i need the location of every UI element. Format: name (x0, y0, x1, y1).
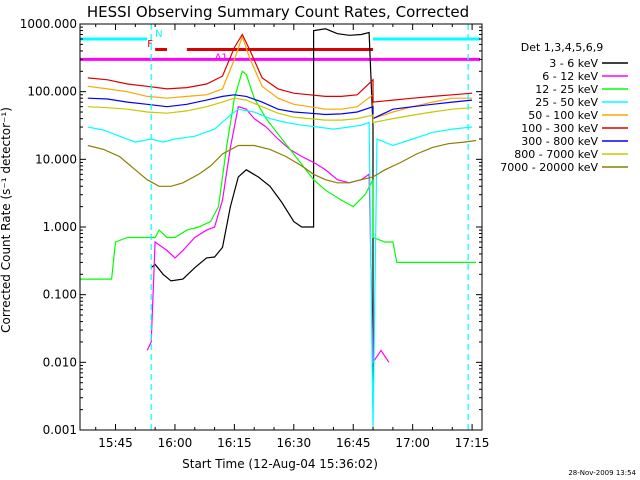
x-tick-label: 16:45 (336, 436, 371, 450)
legend-entry-label: 100 - 300 keV (521, 122, 598, 135)
y-tick-label: 10.000 (35, 152, 77, 166)
y-tick-label: 100.000 (27, 85, 77, 99)
footer-timestamp: 28-Nov-2009 13:54 (568, 469, 636, 477)
legend-entry-label: 3 - 6 keV (549, 57, 598, 70)
series-line-2 (80, 70, 477, 280)
x-tick-label: 15:45 (98, 436, 133, 450)
y-tick-label: 0.001 (43, 423, 77, 437)
x-tick-label: 16:30 (277, 436, 312, 450)
series-line-7 (87, 97, 473, 124)
legend-entry-label: 800 - 7000 keV (514, 148, 598, 161)
y-tick-label: 0.010 (43, 355, 77, 369)
series-line-1 (146, 105, 390, 365)
legend-entry-label: 300 - 800 keV (521, 135, 598, 148)
legend-entry-label: 6 - 12 keV (542, 70, 598, 83)
flag-label-a1: A1 (215, 52, 228, 63)
y-tick-label: 1000.000 (20, 17, 77, 31)
x-tick-label: 17:15 (455, 436, 490, 450)
series-line-5 (87, 33, 473, 103)
series-line-6 (87, 94, 473, 120)
y-tick-label: 1.000 (43, 220, 77, 234)
series-line-4 (87, 34, 473, 120)
y-tick-label: 0.100 (43, 288, 77, 302)
series-lines (80, 28, 477, 430)
y-axis-label: Corrected Count Rate (s⁻¹ detector⁻¹) (0, 107, 13, 333)
x-tick-label: 17:00 (395, 436, 430, 450)
legend-entry-label: 50 - 100 keV (528, 109, 598, 122)
x-tick-label: 16:15 (217, 436, 252, 450)
flag-label-f: F (147, 39, 153, 50)
legend-entry-label: 7000 - 20000 keV (500, 161, 598, 174)
y-axis-ticks: 1000.000 100.000 10.000 1.000 0.100 0.010 0.00… (20, 17, 482, 437)
flag-label-n: N (155, 29, 162, 40)
flag-bars (80, 37, 481, 61)
x-axis-ticks: 15:45 16:00 16:15 16:30 16:45 17:00 17:15 (95, 24, 490, 450)
legend-title: Det 1,3,4,5,6,9 (521, 41, 604, 54)
series-line-3 (87, 108, 473, 430)
legend-entry-label: 12 - 25 keV (535, 83, 598, 96)
series-line-0 (150, 28, 374, 383)
legend-entry-label: 25 - 50 keV (535, 96, 598, 109)
series-line-8 (87, 139, 477, 187)
chart-title: HESSI Observing Summary Count Rates, Cor… (87, 3, 469, 21)
x-axis-label: Start Time (12-Aug-04 15:36:02) (182, 457, 378, 471)
x-tick-label: 16:00 (158, 436, 193, 450)
vertical-markers: NF A1 (147, 24, 469, 430)
